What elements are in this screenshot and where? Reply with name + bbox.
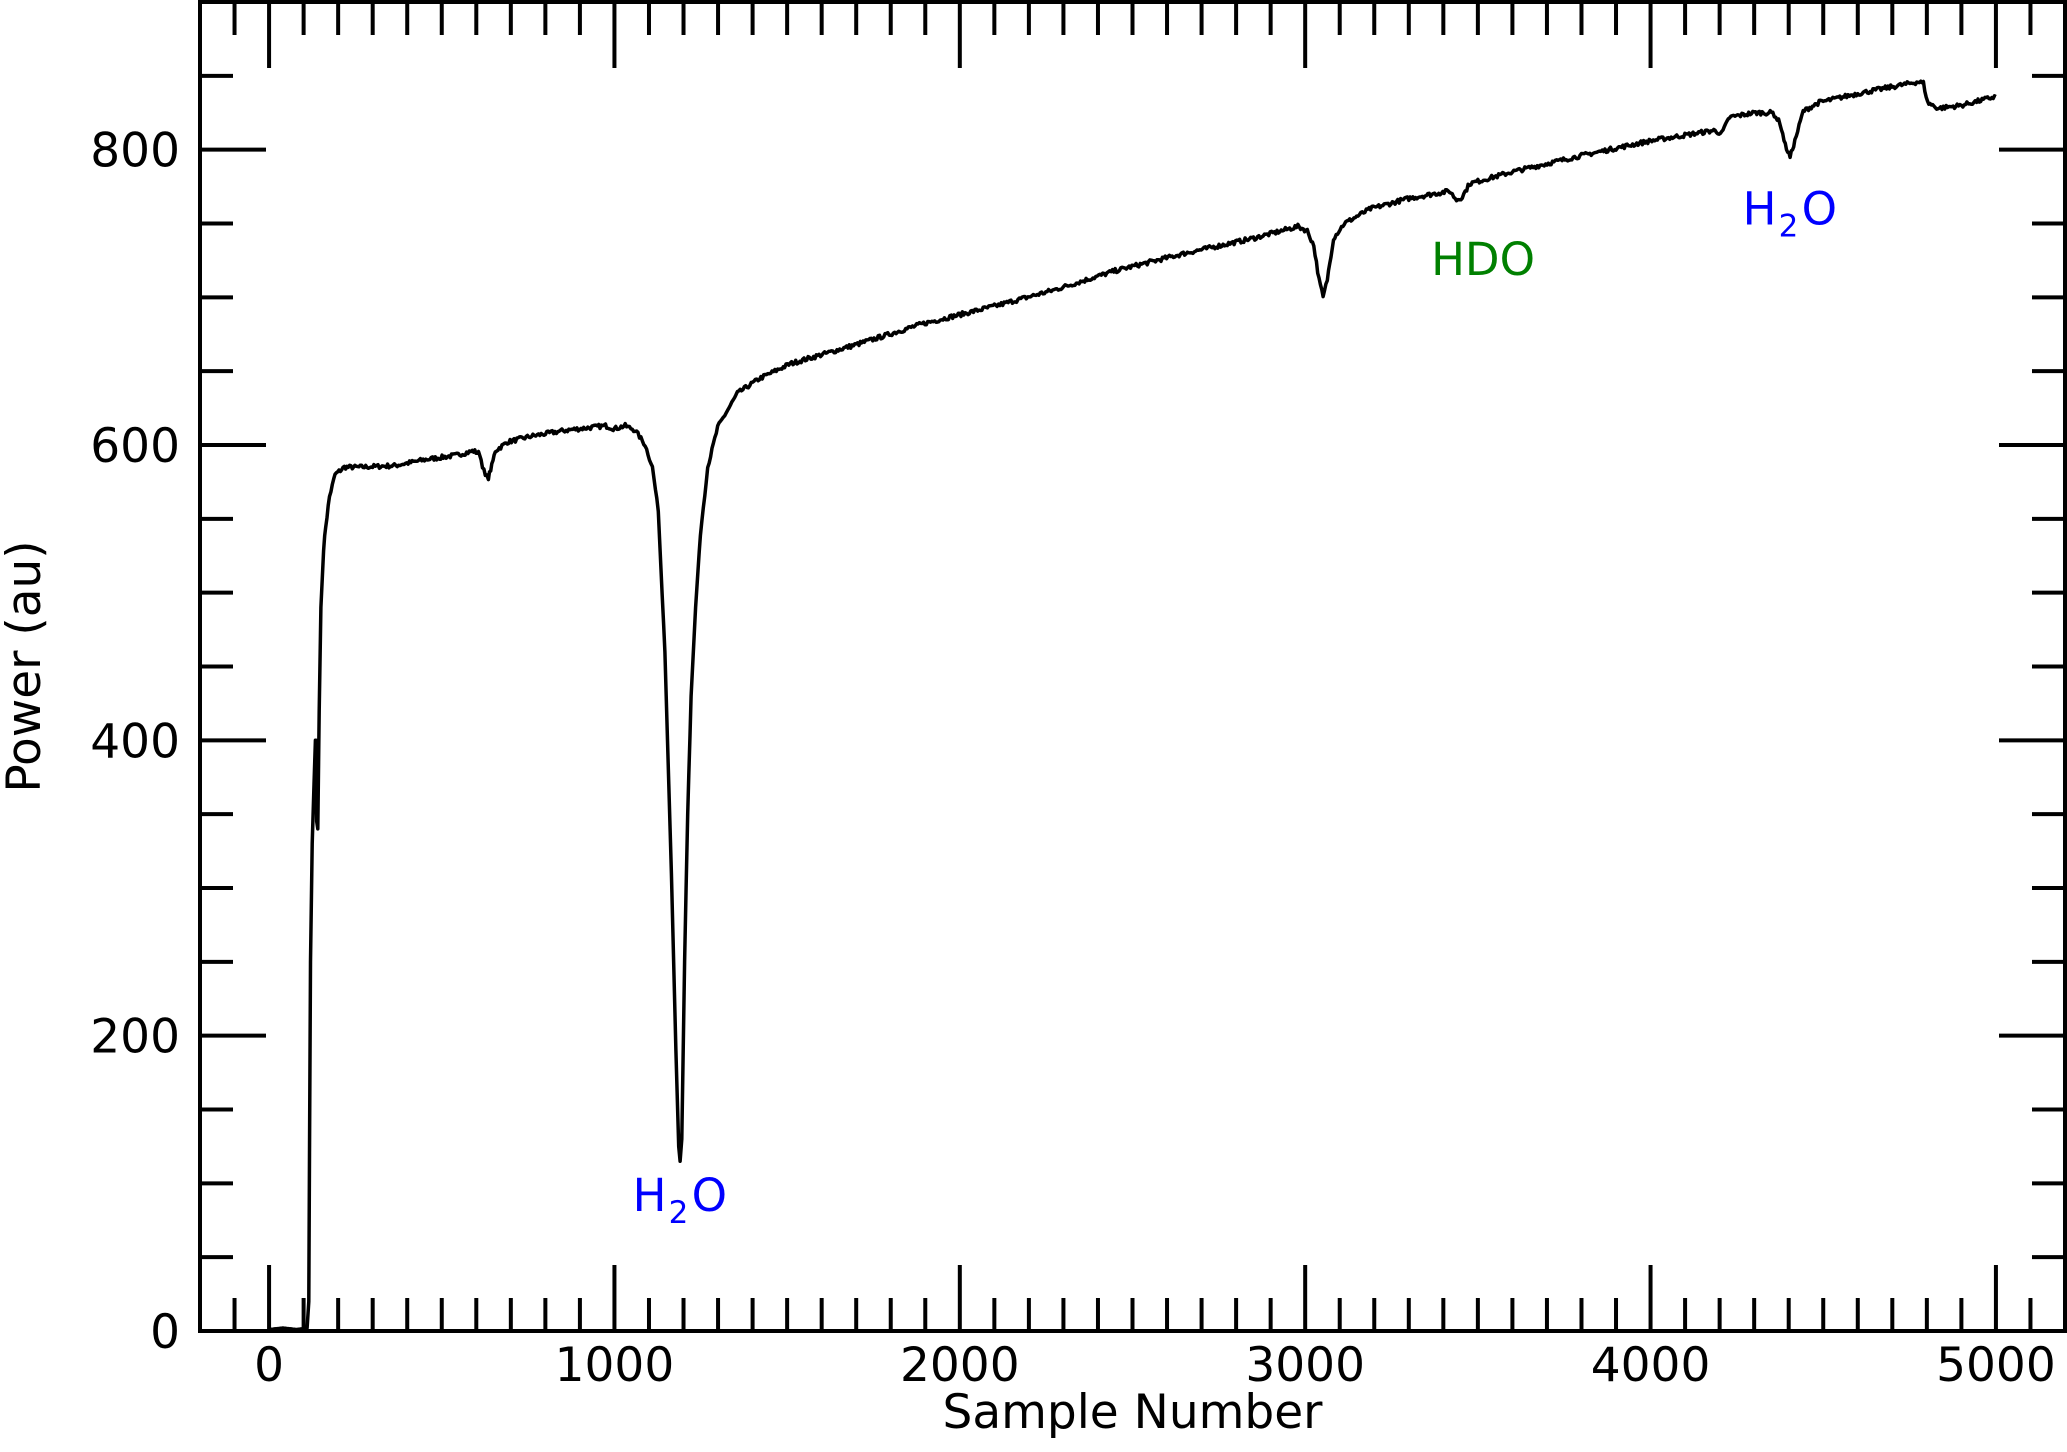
annotation-text: H bbox=[633, 1169, 667, 1222]
y-axis-label: Power (au) bbox=[0, 540, 52, 792]
x-tick-label: 0 bbox=[254, 1338, 284, 1393]
y-tick-label: 800 bbox=[90, 124, 180, 179]
x-tick-label: 2000 bbox=[900, 1338, 1020, 1393]
annotation-text: H bbox=[1743, 183, 1777, 236]
x-tick-label: 1000 bbox=[555, 1338, 675, 1393]
x-axis-label: Sample Number bbox=[943, 1385, 1324, 1440]
axis-ticks bbox=[198, 0, 2067, 1333]
y-tick-label: 600 bbox=[90, 419, 180, 474]
annotation-text-tail: O bbox=[692, 1169, 727, 1222]
annotation-subscript: 2 bbox=[1779, 209, 1799, 245]
y-tick-label: 200 bbox=[90, 1010, 180, 1065]
annotation-subscript: 2 bbox=[669, 1195, 689, 1231]
annotation-label: HDO bbox=[1431, 233, 1535, 286]
tick-labels: 0 1000 2000 3000 4000 5000 0 200 400 600 800 bbox=[90, 124, 2055, 1393]
x-tick-label: 4000 bbox=[1591, 1338, 1711, 1393]
x-tick-label: 5000 bbox=[1936, 1338, 2056, 1393]
y-tick-label: 0 bbox=[150, 1305, 180, 1360]
power-series-line bbox=[268, 79, 1997, 1332]
plot-frame bbox=[198, 0, 2067, 1333]
x-tick-label: 3000 bbox=[1245, 1338, 1365, 1393]
annotation-text-tail: O bbox=[1802, 183, 1837, 236]
y-tick-label: 400 bbox=[90, 714, 180, 769]
annotation-text: HDO bbox=[1431, 233, 1535, 286]
